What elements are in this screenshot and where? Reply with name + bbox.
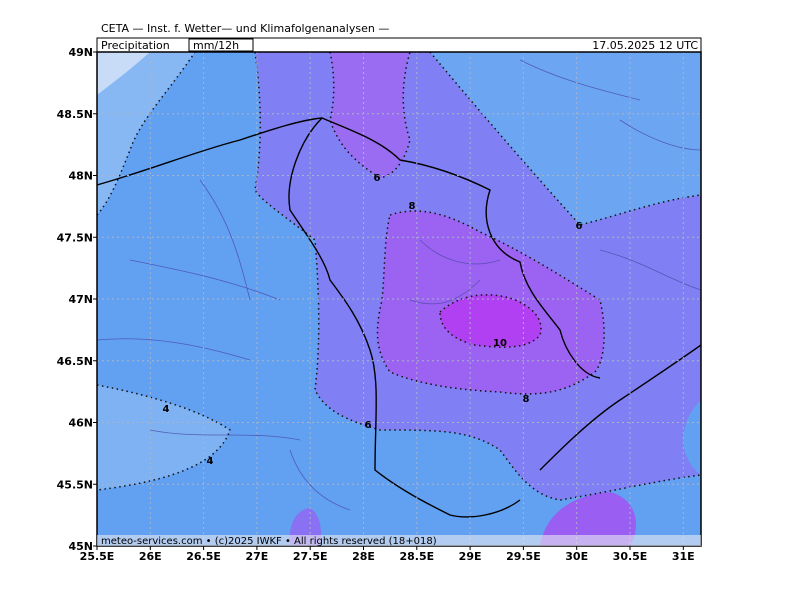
- precip-band-10: [440, 294, 541, 348]
- lon-tick-label: 28E: [352, 550, 375, 563]
- precip-band-base: [430, 52, 701, 225]
- unit-box: [188, 38, 254, 52]
- precip-band-8: [330, 52, 410, 178]
- lon-tick-label: 25.5E: [80, 550, 115, 563]
- contour-label: 4: [163, 404, 170, 415]
- lon-tick-label: 31E: [672, 550, 695, 563]
- contour-line: [254, 52, 701, 501]
- lat-tick-label: 47.5N: [57, 231, 93, 244]
- lon-tick-label: 29E: [459, 550, 482, 563]
- contour-label: 6: [365, 420, 372, 431]
- contour-line: [439, 294, 542, 348]
- lat-tick-label: 48N: [68, 170, 93, 183]
- lat-tick-label: 45.5N: [57, 478, 93, 491]
- precip-band-low: [97, 385, 230, 490]
- footer-bar: [97, 535, 701, 546]
- lon-tick-label: 28.5E: [399, 550, 434, 563]
- lat-tick-label: 45N: [68, 540, 93, 553]
- lon-tick-label: 30E: [565, 550, 588, 563]
- grid: [97, 52, 701, 546]
- contour-line: [329, 52, 411, 179]
- contour-label: 10: [493, 338, 507, 349]
- lon-tick-label: 26.5E: [186, 550, 221, 563]
- parameter: Precipitation: [101, 39, 170, 52]
- lon-tick-label: 26E: [139, 550, 162, 563]
- contour-line: [376, 210, 605, 395]
- contour-label: 6: [374, 173, 381, 184]
- lat-tick-label: 47N: [68, 293, 93, 306]
- lat-tick-label: 46.5N: [57, 355, 93, 368]
- unit: mm/12h: [193, 39, 239, 52]
- precip-band-lowest: [97, 52, 150, 95]
- lon-tick-label: 27E: [245, 550, 268, 563]
- contour-line: [97, 384, 231, 491]
- contour-label: 4: [207, 456, 214, 467]
- lat-tick-label: 46N: [68, 417, 93, 430]
- contour-label: 8: [409, 201, 416, 212]
- country-border: [97, 117, 601, 518]
- map-area: [97, 52, 701, 546]
- precip-band-8: [540, 492, 636, 546]
- contour-label: 8: [523, 394, 530, 405]
- lon-tick-label: 30.5E: [613, 550, 648, 563]
- contour-label: 6: [576, 221, 583, 232]
- lon-tick-label: 29.5E: [506, 550, 541, 563]
- precip-band-base: [683, 400, 701, 475]
- valid-time: 17.05.2025 12 UTC: [592, 39, 698, 52]
- contour-line: [97, 52, 196, 216]
- admin-boundary: [97, 59, 701, 511]
- institute: CETA — Inst. f. Wetter— und Klimafolgena…: [101, 22, 389, 35]
- precip-band-low: [97, 52, 195, 215]
- lat-tick-label: 49N: [68, 46, 93, 59]
- lon-tick-label: 27.5E: [293, 550, 328, 563]
- footer: meteo-services.com • (c)2025 IWKF • All …: [101, 536, 437, 547]
- lat-tick-label: 48.5N: [57, 108, 93, 121]
